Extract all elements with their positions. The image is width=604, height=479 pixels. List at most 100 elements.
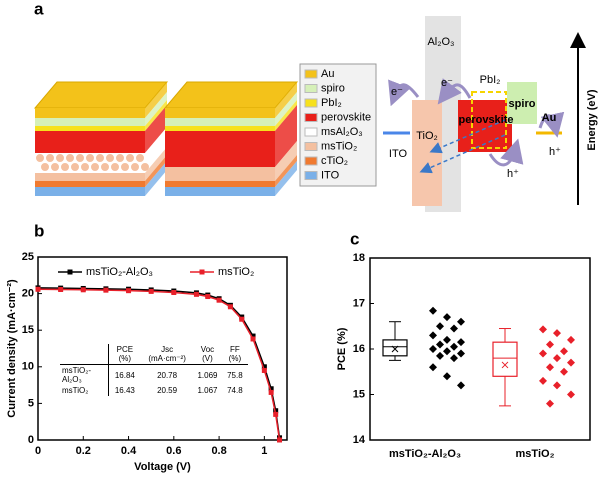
legend-label: spiro (321, 82, 345, 94)
block-side (145, 155, 167, 187)
nanoparticle (115, 153, 125, 163)
data-marker (250, 333, 256, 339)
x-tick-label: 0 (35, 445, 41, 457)
data-point (553, 354, 561, 363)
diagram-label: Al₂O₃ (427, 36, 454, 48)
y-tick-label: 14 (353, 434, 366, 446)
diagram-label: h⁺ (507, 168, 519, 180)
x-tick-label: 0.6 (166, 445, 181, 457)
data-marker (268, 389, 274, 395)
y-tick-label: 10 (22, 361, 34, 373)
hole-arrow (488, 138, 524, 167)
block-layer (165, 181, 275, 187)
nanoparticle (70, 162, 80, 172)
recombination-arrow (419, 134, 506, 174)
tio2-band (412, 100, 442, 206)
legend-label: PbI₂ (321, 97, 342, 109)
data-point (450, 342, 458, 351)
nanoparticle (120, 162, 130, 172)
data-marker (148, 288, 154, 294)
table-cell: 16.84 (114, 370, 135, 380)
data-marker (205, 294, 211, 300)
legend-swatch (304, 156, 318, 166)
data-point (436, 322, 444, 331)
y-axis-label: Current density (mA·cm⁻²) (6, 279, 18, 418)
box (492, 341, 518, 377)
diagram-label: TiO₂ (416, 130, 438, 142)
data-point (429, 331, 437, 340)
legend-swatch (304, 98, 318, 108)
block-side (145, 82, 167, 118)
nanoparticle (55, 153, 65, 163)
data-marker (277, 437, 283, 443)
table-cell: 75.8 (227, 370, 243, 380)
nanoparticle (85, 153, 95, 163)
nanoparticle (45, 153, 55, 163)
diagram-label: PbI₂ (480, 74, 501, 86)
x-tick-label: 0.4 (121, 445, 137, 457)
block-side (275, 100, 297, 131)
block-top (33, 81, 169, 109)
x-tick-label: msTiO₂-Al₂O₃ (389, 448, 461, 460)
legend-label: msAl₂O₃ (321, 126, 363, 138)
data-point (450, 324, 458, 333)
diagram-label: h⁺ (549, 146, 561, 158)
block-layer (35, 173, 145, 181)
mean-marker (501, 361, 509, 369)
block-side (145, 161, 167, 196)
electron-arrow (388, 79, 420, 107)
block-side (145, 147, 167, 181)
y-axis-label: PCE (%) (336, 327, 348, 370)
nanoparticle (135, 153, 145, 163)
block-layer (165, 108, 275, 118)
table-cell: PCE (%) (108, 344, 142, 365)
block-side (145, 105, 167, 153)
data-point (429, 345, 437, 353)
legend-swatch (304, 84, 318, 93)
block-layer (165, 187, 275, 196)
nanoparticle (125, 153, 135, 163)
block-side (145, 127, 167, 173)
table-row: msTiO₂-Al₂O₃ 16.84 20.78 1.069 75.8 (60, 364, 248, 385)
data-point (436, 351, 444, 360)
nanoparticle (90, 162, 100, 172)
data-point (567, 335, 575, 344)
block-layer (35, 181, 145, 187)
block-layer (35, 118, 145, 126)
table-cell: 20.78 (157, 370, 178, 380)
data-point (436, 340, 444, 349)
block-layer (35, 131, 145, 153)
data-marker (250, 336, 256, 342)
nanoparticle (95, 153, 105, 163)
block-side (275, 82, 297, 118)
data-point (546, 363, 554, 372)
nanoparticle (75, 153, 85, 163)
y-tick-label: 5 (28, 397, 34, 409)
table-cell: 16.43 (114, 386, 135, 395)
data-marker (58, 287, 64, 293)
nanoparticle (110, 162, 120, 172)
data-point (560, 347, 568, 356)
block-side (275, 92, 297, 126)
nanoparticle (130, 162, 140, 172)
block-layer (165, 118, 275, 126)
data-marker (171, 290, 177, 296)
block-layer (165, 126, 275, 131)
block-side (275, 161, 297, 196)
legend-swatch (304, 171, 318, 180)
block-side (145, 92, 167, 126)
y-tick-label: 15 (353, 388, 365, 400)
data-point (443, 347, 451, 356)
recombination-arrow (429, 119, 506, 154)
box (382, 339, 408, 357)
spiro-band (507, 82, 537, 124)
block-side (145, 100, 167, 131)
y-tick-label: 25 (22, 251, 34, 263)
layer-legend: Au spiro PbI₂ perovskite msAl₂O₃ msTiO₂ cTiO₂ I… (304, 68, 371, 181)
data-point (429, 363, 437, 372)
hole-arrow (538, 111, 565, 138)
diagram-label: spiro (509, 98, 536, 110)
data-marker (35, 286, 41, 292)
